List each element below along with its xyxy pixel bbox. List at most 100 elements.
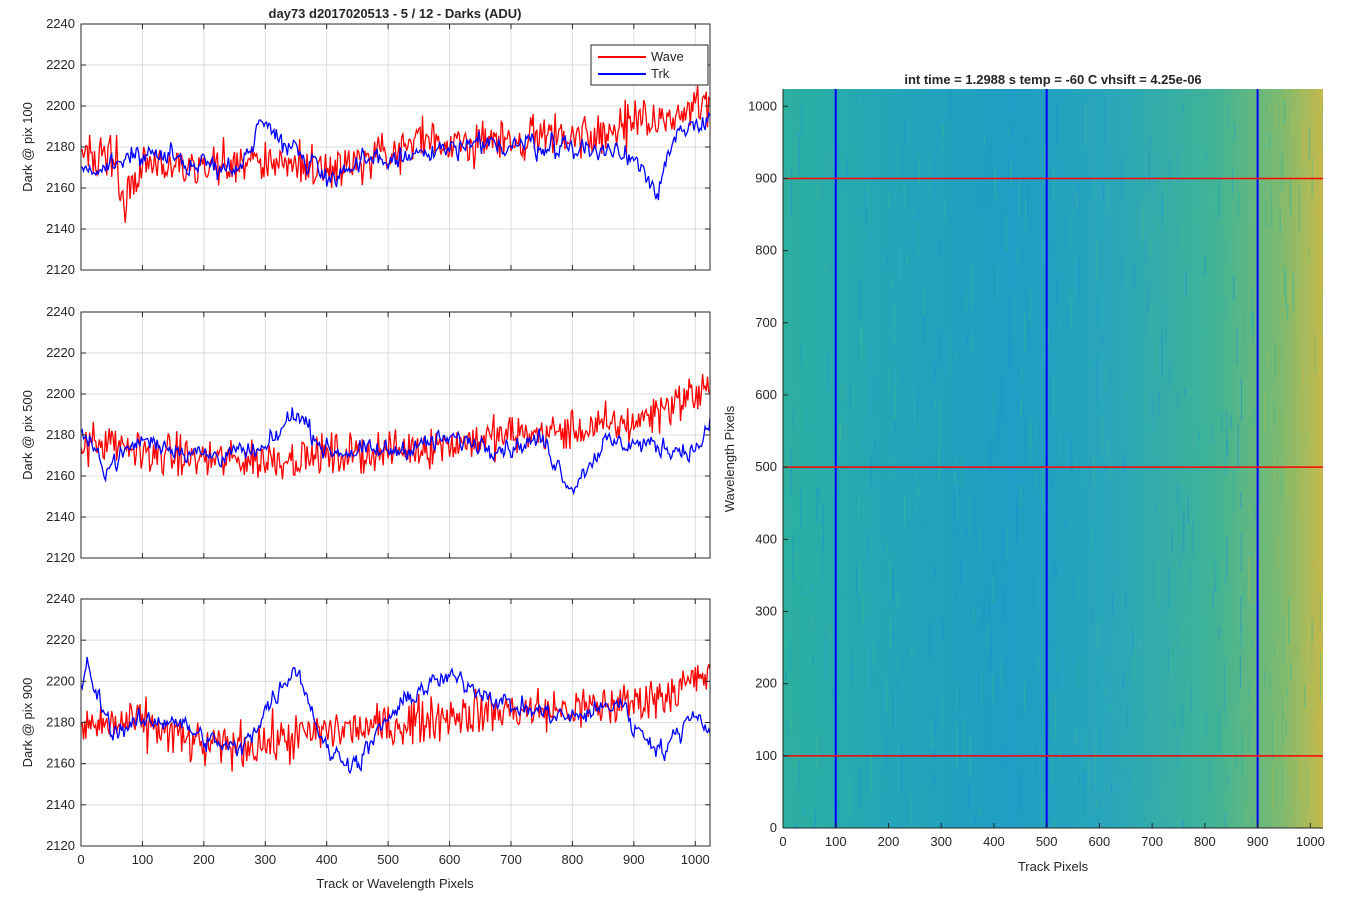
heatmap-streak	[840, 420, 842, 440]
heatmap-streak	[1054, 693, 1056, 740]
heatmap-streak	[839, 422, 841, 459]
heatmap-streak	[866, 592, 868, 616]
heatmap-streak	[1023, 770, 1025, 817]
heatmap-streak	[1037, 348, 1039, 386]
heatmap-streak	[942, 126, 944, 152]
heatmap-streak	[1000, 376, 1002, 422]
heatmap-streak	[810, 698, 813, 734]
heatmap-streak	[1042, 126, 1044, 167]
heatmap-streak	[1171, 531, 1173, 553]
heatmap-streak	[1101, 415, 1103, 452]
heatmap-streak	[1068, 339, 1070, 349]
heatmap-streak	[1314, 334, 1316, 374]
heatmap-streak	[1144, 239, 1146, 262]
heatmap-streak	[1177, 566, 1179, 592]
heatmap-streak	[1211, 426, 1213, 444]
heatmap-streak	[1275, 768, 1277, 798]
heatmap-streak	[1271, 715, 1273, 760]
heatmap-streak	[832, 685, 834, 702]
heatmap-title: int time = 1.2988 s temp = -60 C vhsift …	[904, 72, 1201, 87]
heatmap-streak	[837, 461, 839, 497]
heatmap-streak	[1307, 766, 1309, 811]
heatmap-streak	[987, 96, 989, 130]
heatmap-streak	[933, 736, 935, 749]
heatmap-streak	[1099, 823, 1101, 828]
heatmap-streak	[1098, 615, 1100, 630]
series-line-trk	[81, 407, 710, 496]
x-tick-label: 1000	[681, 852, 710, 867]
heatmap-streak	[1084, 780, 1086, 811]
heatmap-streak	[1209, 111, 1211, 139]
x-tick-label: 400	[316, 852, 338, 867]
heatmap-streak	[1285, 717, 1287, 737]
heatmap-streak	[1075, 730, 1077, 744]
heatmap-streak	[1112, 594, 1114, 616]
heatmap-streak	[813, 368, 815, 388]
heatmap-streak	[888, 195, 890, 208]
heatmap-streak	[1132, 627, 1134, 654]
heatmap-streak	[1038, 205, 1040, 239]
heatmap-streak	[840, 590, 842, 600]
heatmap-streak	[870, 455, 872, 486]
heatmap-streak	[1110, 311, 1112, 346]
heatmap-streak	[1043, 328, 1045, 362]
heatmap-streak	[790, 641, 792, 674]
heatmap-streak	[862, 594, 864, 626]
heatmap-streak	[1010, 161, 1012, 187]
heatmap-streak	[1017, 247, 1019, 265]
heatmap-streak	[1042, 241, 1045, 265]
heatmap-streak	[1020, 377, 1023, 400]
heatmap-streak	[1260, 562, 1262, 599]
heatmap-streak	[1048, 474, 1050, 490]
y-axis-label: Dark @ pix 900	[20, 678, 35, 768]
heatmap-streak	[993, 630, 995, 656]
heatmap-streak	[942, 123, 944, 135]
heatmap-streak	[888, 363, 890, 405]
heatmap-streak	[790, 450, 792, 495]
heatmap-streak	[1298, 184, 1300, 233]
heatmap-streak	[1264, 459, 1266, 493]
heatmap-streak	[1232, 168, 1234, 194]
heatmap-streak	[1023, 706, 1025, 715]
heatmap-streak	[1168, 596, 1170, 638]
heatmap-streak	[867, 182, 869, 192]
heatmap-streak	[1317, 697, 1319, 745]
heatmap-streak	[1165, 298, 1167, 345]
heatmap-streak	[1079, 774, 1081, 783]
legend-box	[590, 44, 709, 86]
heatmap-streak	[1169, 650, 1171, 685]
heatmap-streak	[970, 490, 972, 538]
heatmap-streak	[1000, 658, 1003, 688]
heatmap-streak	[841, 384, 843, 402]
heatmap-streak	[954, 349, 956, 359]
heatmap-streak	[997, 412, 1000, 454]
heatmap-streak	[1129, 824, 1131, 828]
heatmap-streak	[1311, 643, 1313, 666]
heatmap-streak	[816, 488, 818, 524]
heatmap-streak	[791, 561, 794, 604]
heatmap-streak	[913, 381, 915, 398]
heatmap-streak	[865, 208, 867, 229]
heatmap-streak	[1133, 772, 1135, 781]
heatmap-streak	[1308, 682, 1310, 699]
heatmap-streak	[1069, 214, 1071, 252]
heatmap-streak	[1105, 364, 1107, 390]
heatmap-streak	[1213, 552, 1215, 584]
heatmap-streak	[1045, 436, 1047, 458]
heatmap-streak	[956, 722, 958, 770]
heatmap-streak	[1085, 730, 1087, 773]
heatmap-streak	[1167, 111, 1169, 136]
heatmap-streak	[876, 371, 878, 399]
heatmap-streak	[1205, 149, 1207, 164]
heatmap-streak	[994, 419, 996, 431]
heatmap-streak	[800, 343, 803, 365]
y-tick-label: 2220	[46, 632, 75, 647]
heatmap-streak	[1270, 185, 1272, 229]
heatmap-streak	[1068, 132, 1070, 141]
heatmap-streak	[1273, 645, 1275, 655]
heatmap-streak	[966, 290, 968, 317]
heatmap-streak	[1322, 106, 1323, 148]
heatmap-streak	[1246, 805, 1248, 828]
heatmap-streak	[836, 384, 838, 397]
heatmap-streak	[801, 587, 803, 596]
